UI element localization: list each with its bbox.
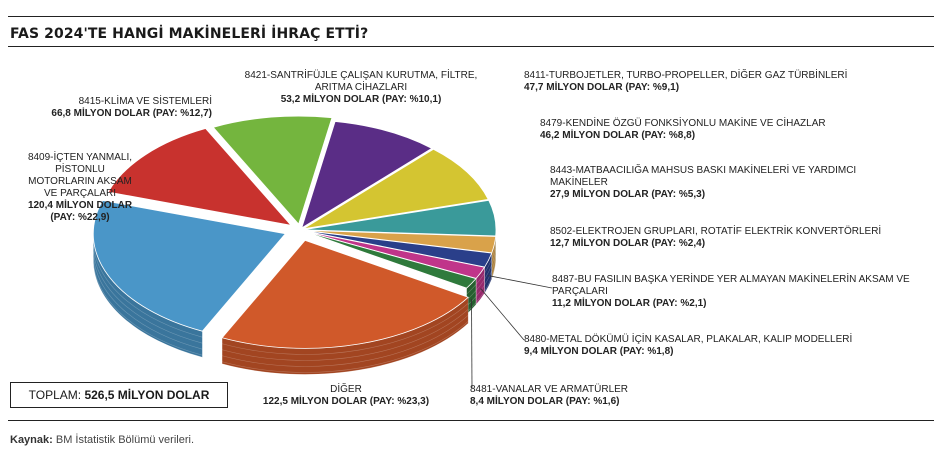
label-8480: 8480-METAL DÖKÜMÜ İÇİN KASALAR, PLAKALAR… bbox=[524, 334, 853, 357]
source-text: BM İstatistik Bölümü verileri. bbox=[55, 434, 195, 446]
leader-line-4 bbox=[488, 275, 553, 289]
pie-slice-6 bbox=[303, 230, 477, 289]
label-8421: 8421-SANTRİFÜJLE ÇALIŞAN KURUTMA, FİLTRE… bbox=[244, 70, 478, 105]
title-rule bbox=[8, 46, 934, 47]
pie-slice-2 bbox=[303, 199, 497, 237]
pie-slice-layer bbox=[222, 321, 469, 373]
label-8411: 8411-TURBOJETLER, TURBO-PROPELLER, DİĞER… bbox=[524, 70, 848, 93]
bottom-rule bbox=[8, 420, 934, 421]
pie-slice-layer bbox=[475, 273, 485, 285]
pie-slice-layer bbox=[92, 245, 203, 344]
pie-slice-8 bbox=[92, 200, 287, 332]
pie-slice-10 bbox=[212, 115, 333, 225]
pie-slice-layer bbox=[92, 257, 203, 356]
pie-slice-layer bbox=[466, 284, 477, 295]
total-label: TOPLAM: bbox=[28, 388, 82, 402]
pie-slice-layer bbox=[484, 258, 492, 274]
pie-slice-0 bbox=[301, 121, 433, 229]
chart-title: FAS 2024'TE HANGİ MAKİNELERİ İHRAÇ ETTİ? bbox=[10, 26, 369, 42]
pie-slice-layer bbox=[222, 315, 469, 367]
pie-slice-layer bbox=[484, 264, 492, 280]
pie-slice-layer bbox=[491, 254, 496, 271]
source-note: Kaynak: BM İstatistik Bölümü verileri. bbox=[10, 434, 194, 446]
label-8502: 8502-ELEKTROJEN GRUPLARI, ROTATİF ELEKTR… bbox=[550, 226, 882, 249]
pie-slice-layer bbox=[475, 279, 485, 291]
pie-slice-layer bbox=[222, 303, 469, 355]
label-8479: 8479-KENDİNE ÖZGÜ FONKSİYONLU MAKİNE VE … bbox=[540, 118, 826, 141]
pie-slice-layer bbox=[92, 239, 203, 338]
leader-line-5 bbox=[480, 288, 525, 341]
pie-slice-layer bbox=[484, 270, 492, 286]
label-8409: 8409-İÇTEN YANMALI, PİSTONLU MOTORLARIN … bbox=[27, 152, 133, 223]
total-box: TOPLAM: 526,5 MİLYON DOLAR bbox=[10, 382, 228, 408]
pie-slice-layer bbox=[475, 291, 485, 303]
pie-slice-7 bbox=[221, 239, 469, 349]
label-8487: 8487-BU FASILIN BAŞKA YERİNDE YER ALMAYA… bbox=[552, 274, 910, 309]
pie-slice-1 bbox=[303, 148, 489, 230]
total-value: 526,5 MİLYON DOLAR bbox=[84, 388, 210, 402]
label-diger: DİĞER 122,5 MİLYON DOLAR (PAY: %23,3) bbox=[262, 384, 430, 407]
pie-slice-layer bbox=[484, 276, 492, 292]
label-8443: 8443-MATBAACILIĞA MAHSUS BASKI MAKİNELER… bbox=[550, 165, 857, 200]
pie-slice-layer bbox=[475, 285, 485, 297]
source-label: Kaynak: bbox=[10, 434, 53, 446]
pie-slice-layer bbox=[491, 242, 496, 259]
pie-slice-9 bbox=[107, 128, 292, 226]
label-8415: 8415-KLİMA VE SİSTEMLERİ 66,8 MİLYON DOL… bbox=[51, 96, 212, 119]
top-rule bbox=[8, 16, 934, 17]
pie-slice-layer bbox=[491, 260, 496, 277]
pie-slice-layer bbox=[491, 248, 496, 265]
pie-slice-layer bbox=[92, 251, 203, 350]
label-8481: 8481-VANALAR VE ARMATÜRLER 8,4 MİLYON DO… bbox=[470, 384, 629, 407]
pie-slice-layer bbox=[222, 309, 469, 361]
